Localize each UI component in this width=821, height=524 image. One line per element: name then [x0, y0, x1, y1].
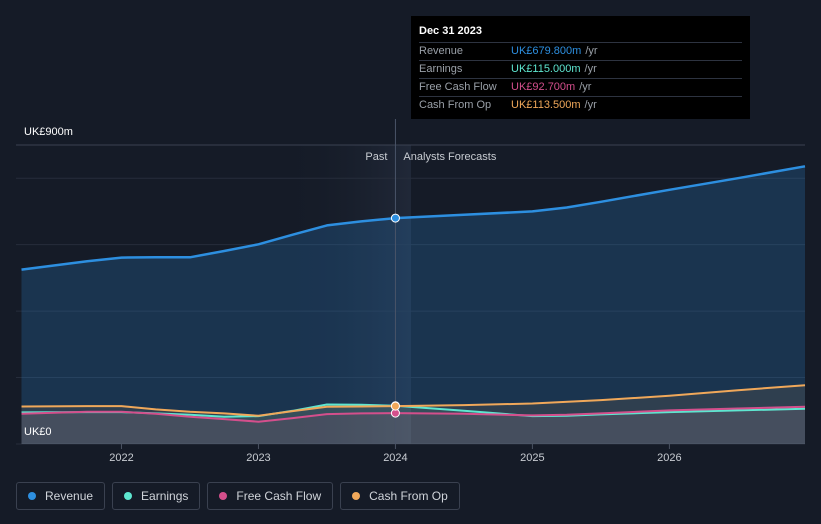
forecast-label: Analysts Forecasts — [403, 151, 496, 163]
y-axis-top-label: UK£900m — [24, 126, 73, 138]
legend-label: Cash From Op — [369, 489, 448, 503]
legend-label: Revenue — [45, 489, 94, 503]
earnings-dot-icon — [124, 492, 133, 500]
x-tick-label: 2024 — [383, 452, 407, 464]
y-axis-bottom-label: UK£0 — [24, 426, 52, 438]
x-tick-label: 2023 — [246, 452, 270, 464]
tooltip-value: UK£679.800m — [511, 45, 582, 57]
cash-from-op-marker — [390, 401, 400, 411]
tooltip: Dec 31 2023 Revenue UK£679.800m /yr Earn… — [411, 16, 750, 119]
tooltip-row-cash-from-op: Cash From Op UK£113.500m /yr — [419, 96, 742, 114]
series-lines — [21, 165, 806, 423]
tooltip-row-free-cash-flow: Free Cash Flow UK£92.700m /yr — [419, 78, 742, 96]
x-tick-label: 2022 — [109, 452, 133, 464]
legend-label: Free Cash Flow — [236, 489, 322, 503]
free-cash-flow-line — [21, 405, 806, 423]
revenue-area — [21, 166, 805, 445]
tooltip-unit: /yr — [584, 99, 597, 111]
tooltip-markers — [390, 213, 400, 418]
legend-label: Earnings — [141, 489, 189, 503]
tooltip-label: Cash From Op — [419, 99, 492, 111]
past-label: Past — [365, 151, 387, 163]
legend-item-revenue[interactable]: Revenue — [16, 482, 106, 510]
cash-from-op-dot-icon — [352, 492, 361, 500]
tooltip-row-earnings: Earnings UK£115.000m /yr — [419, 60, 742, 78]
legend-item-free-cash-flow[interactable]: Free Cash Flow — [207, 482, 334, 510]
tooltip-value: UK£115.000m — [511, 63, 581, 75]
revenue-marker — [390, 213, 400, 223]
revenue-dot-icon — [28, 492, 36, 500]
legend: Revenue Earnings Free Cash Flow Cash Fro… — [16, 482, 460, 510]
x-tick-label: 2026 — [657, 452, 681, 464]
tooltip-date: Dec 31 2023 — [419, 25, 482, 37]
tooltip-label: Earnings — [419, 63, 463, 75]
tooltip-label: Free Cash Flow — [419, 81, 497, 93]
grid — [16, 144, 805, 445]
free-cash-flow-dot-icon — [219, 492, 228, 500]
x-tick-label: 2025 — [520, 452, 544, 464]
tooltip-label: Revenue — [419, 45, 464, 57]
legend-item-earnings[interactable]: Earnings — [112, 482, 201, 510]
tooltip-unit: /yr — [585, 45, 598, 57]
legend-item-cash-from-op[interactable]: Cash From Op — [340, 482, 460, 510]
tooltip-value: UK£92.700m — [511, 81, 576, 93]
series-areas — [21, 166, 805, 445]
tooltip-unit: /yr — [584, 63, 597, 75]
free-cash-flow-area — [21, 406, 805, 444]
tooltip-unit: /yr — [579, 81, 592, 93]
tooltip-value: UK£113.500m — [511, 99, 581, 111]
tooltip-row-revenue: Revenue UK£679.800m /yr — [419, 42, 742, 60]
x-axis-ticks: 2022 2023 2024 2025 2026 — [109, 444, 682, 464]
cash-from-op-line — [21, 384, 806, 417]
past-highlight — [280, 145, 411, 444]
revenue-line — [21, 165, 806, 271]
